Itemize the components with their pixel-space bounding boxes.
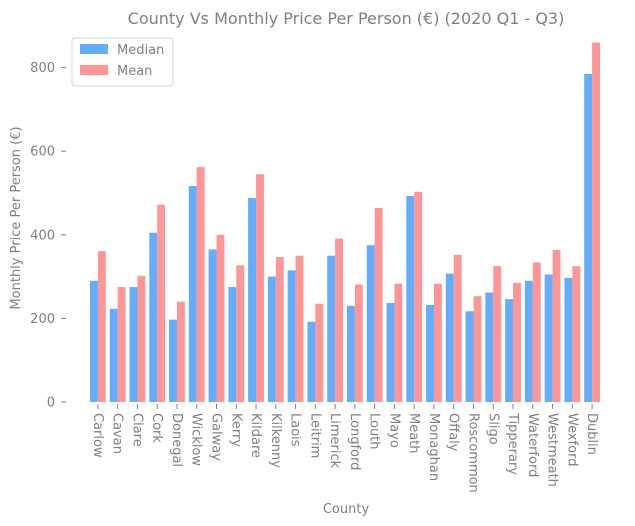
- bar-median-louth: [366, 245, 375, 402]
- legend-swatch-median: [80, 44, 108, 54]
- bar-median-kilkenny: [267, 276, 276, 402]
- x-tick-label: Monaghan: [426, 413, 441, 481]
- bar-mean-galway: [216, 234, 225, 402]
- bar-mean-cork: [157, 204, 166, 402]
- legend-swatch-mean: [80, 65, 108, 75]
- bar-median-waterford: [524, 280, 533, 402]
- x-tick-label: Mayo: [386, 413, 401, 448]
- x-tick-label: Clare: [129, 413, 144, 447]
- bar-mean-offaly: [453, 254, 462, 402]
- legend: Median Mean: [71, 37, 174, 87]
- x-tick-label: Meath: [406, 413, 421, 454]
- x-tick-label: Sligo: [485, 413, 500, 445]
- bar-mean-louth: [374, 208, 383, 402]
- x-tick-label: Limerick: [327, 413, 342, 469]
- bar-mean-mayo: [394, 283, 403, 402]
- bar-mean-kilkenny: [275, 256, 284, 402]
- bar-mean-dublin: [592, 42, 601, 402]
- chart-title: County Vs Monthly Price Per Person (€) (…: [128, 9, 565, 28]
- bar-mean-kildare: [256, 174, 264, 402]
- x-tick-label: Tipperary: [505, 412, 520, 475]
- bar-mean-waterford: [532, 262, 541, 402]
- bar-median-carlow: [89, 280, 98, 402]
- x-tick-label: Kilkenny: [268, 413, 283, 468]
- bar-mean-wexford: [572, 266, 581, 402]
- bar-mean-carlow: [97, 251, 106, 402]
- bar-mean-donegal: [176, 301, 185, 402]
- x-tick-label: Kerry: [228, 413, 243, 447]
- y-axis-ticks: 0 200 400 600 800: [30, 61, 66, 411]
- x-tick-label: Leitrim: [307, 413, 322, 458]
- bar-mean-sligo: [493, 266, 502, 402]
- x-tick-label: Offaly: [446, 413, 461, 452]
- bar-median-dublin: [584, 73, 593, 403]
- x-axis-ticks: Carlow Cavan Clare Cork Donegal Wicklow Galway…: [90, 404, 599, 493]
- bar-median-wexford: [564, 277, 573, 402]
- bar-mean-laois: [295, 255, 304, 402]
- bar-median-monaghan: [426, 305, 434, 402]
- y-tick-label: 0: [47, 396, 55, 411]
- x-axis-label: County: [323, 502, 370, 517]
- y-tick-label: 600: [30, 145, 55, 160]
- x-tick-label: Laois: [288, 413, 303, 447]
- x-tick-label: Wicklow: [189, 413, 204, 466]
- x-tick-label: Galway: [209, 413, 224, 461]
- x-tick-label: Roscommon: [466, 413, 481, 493]
- x-tick-label: Kildare: [248, 413, 263, 458]
- legend-label-median: Median: [117, 43, 164, 58]
- x-tick-label: Longford: [347, 413, 362, 470]
- bar-median-limerick: [327, 255, 336, 402]
- y-tick-label: 400: [30, 228, 55, 243]
- bar-median-leitrim: [307, 321, 316, 402]
- bar-median-meath: [406, 195, 415, 402]
- bar-median-tipperary: [505, 299, 514, 402]
- bar-mean-westmeath: [552, 249, 561, 402]
- bar-median-longford: [346, 305, 355, 402]
- bar-median-cavan: [109, 308, 118, 402]
- bar-mean-meath: [414, 191, 423, 402]
- bar-median-westmeath: [544, 274, 553, 402]
- bar-median-galway: [208, 249, 217, 402]
- bar-median-mayo: [386, 302, 395, 402]
- bar-mean-monaghan: [433, 283, 442, 402]
- x-tick-label: Waterford: [525, 413, 540, 477]
- bar-mean-roscommon: [473, 296, 482, 402]
- y-tick-label: 800: [30, 61, 55, 76]
- bar-median-cork: [149, 232, 158, 402]
- bar-median-sligo: [485, 292, 494, 402]
- bar-mean-clare: [137, 275, 146, 402]
- bar-median-kerry: [228, 287, 237, 402]
- bar-median-clare: [129, 287, 138, 402]
- bar-mean-kerry: [236, 265, 245, 402]
- bar-mean-leitrim: [315, 303, 324, 402]
- y-axis-label: Monthly Price Per Person (€): [9, 126, 24, 309]
- bar-median-kildare: [248, 198, 257, 402]
- y-tick-label: 200: [30, 312, 55, 327]
- x-tick-label: Wexford: [564, 413, 579, 466]
- bar-mean-tipperary: [513, 282, 521, 402]
- bar-median-roscommon: [465, 311, 474, 402]
- x-tick-label: Louth: [367, 413, 382, 450]
- legend-label-mean: Mean: [117, 64, 152, 79]
- x-tick-label: Dublin: [584, 413, 599, 455]
- bar-mean-cavan: [117, 287, 126, 402]
- x-tick-label: Donegal: [169, 413, 184, 467]
- x-tick-label: Cork: [149, 413, 164, 443]
- bar-mean-wicklow: [196, 167, 205, 402]
- bar-median-laois: [287, 270, 296, 402]
- bar-mean-limerick: [335, 238, 344, 402]
- bar-mean-longford: [354, 284, 363, 402]
- bars: [89, 42, 601, 403]
- bar-median-offaly: [445, 273, 454, 402]
- bar-median-donegal: [169, 319, 177, 402]
- x-tick-label: Carlow: [90, 413, 105, 458]
- bar-median-wicklow: [188, 185, 197, 402]
- x-tick-label: Cavan: [110, 413, 125, 454]
- x-tick-label: Westmeath: [545, 413, 560, 487]
